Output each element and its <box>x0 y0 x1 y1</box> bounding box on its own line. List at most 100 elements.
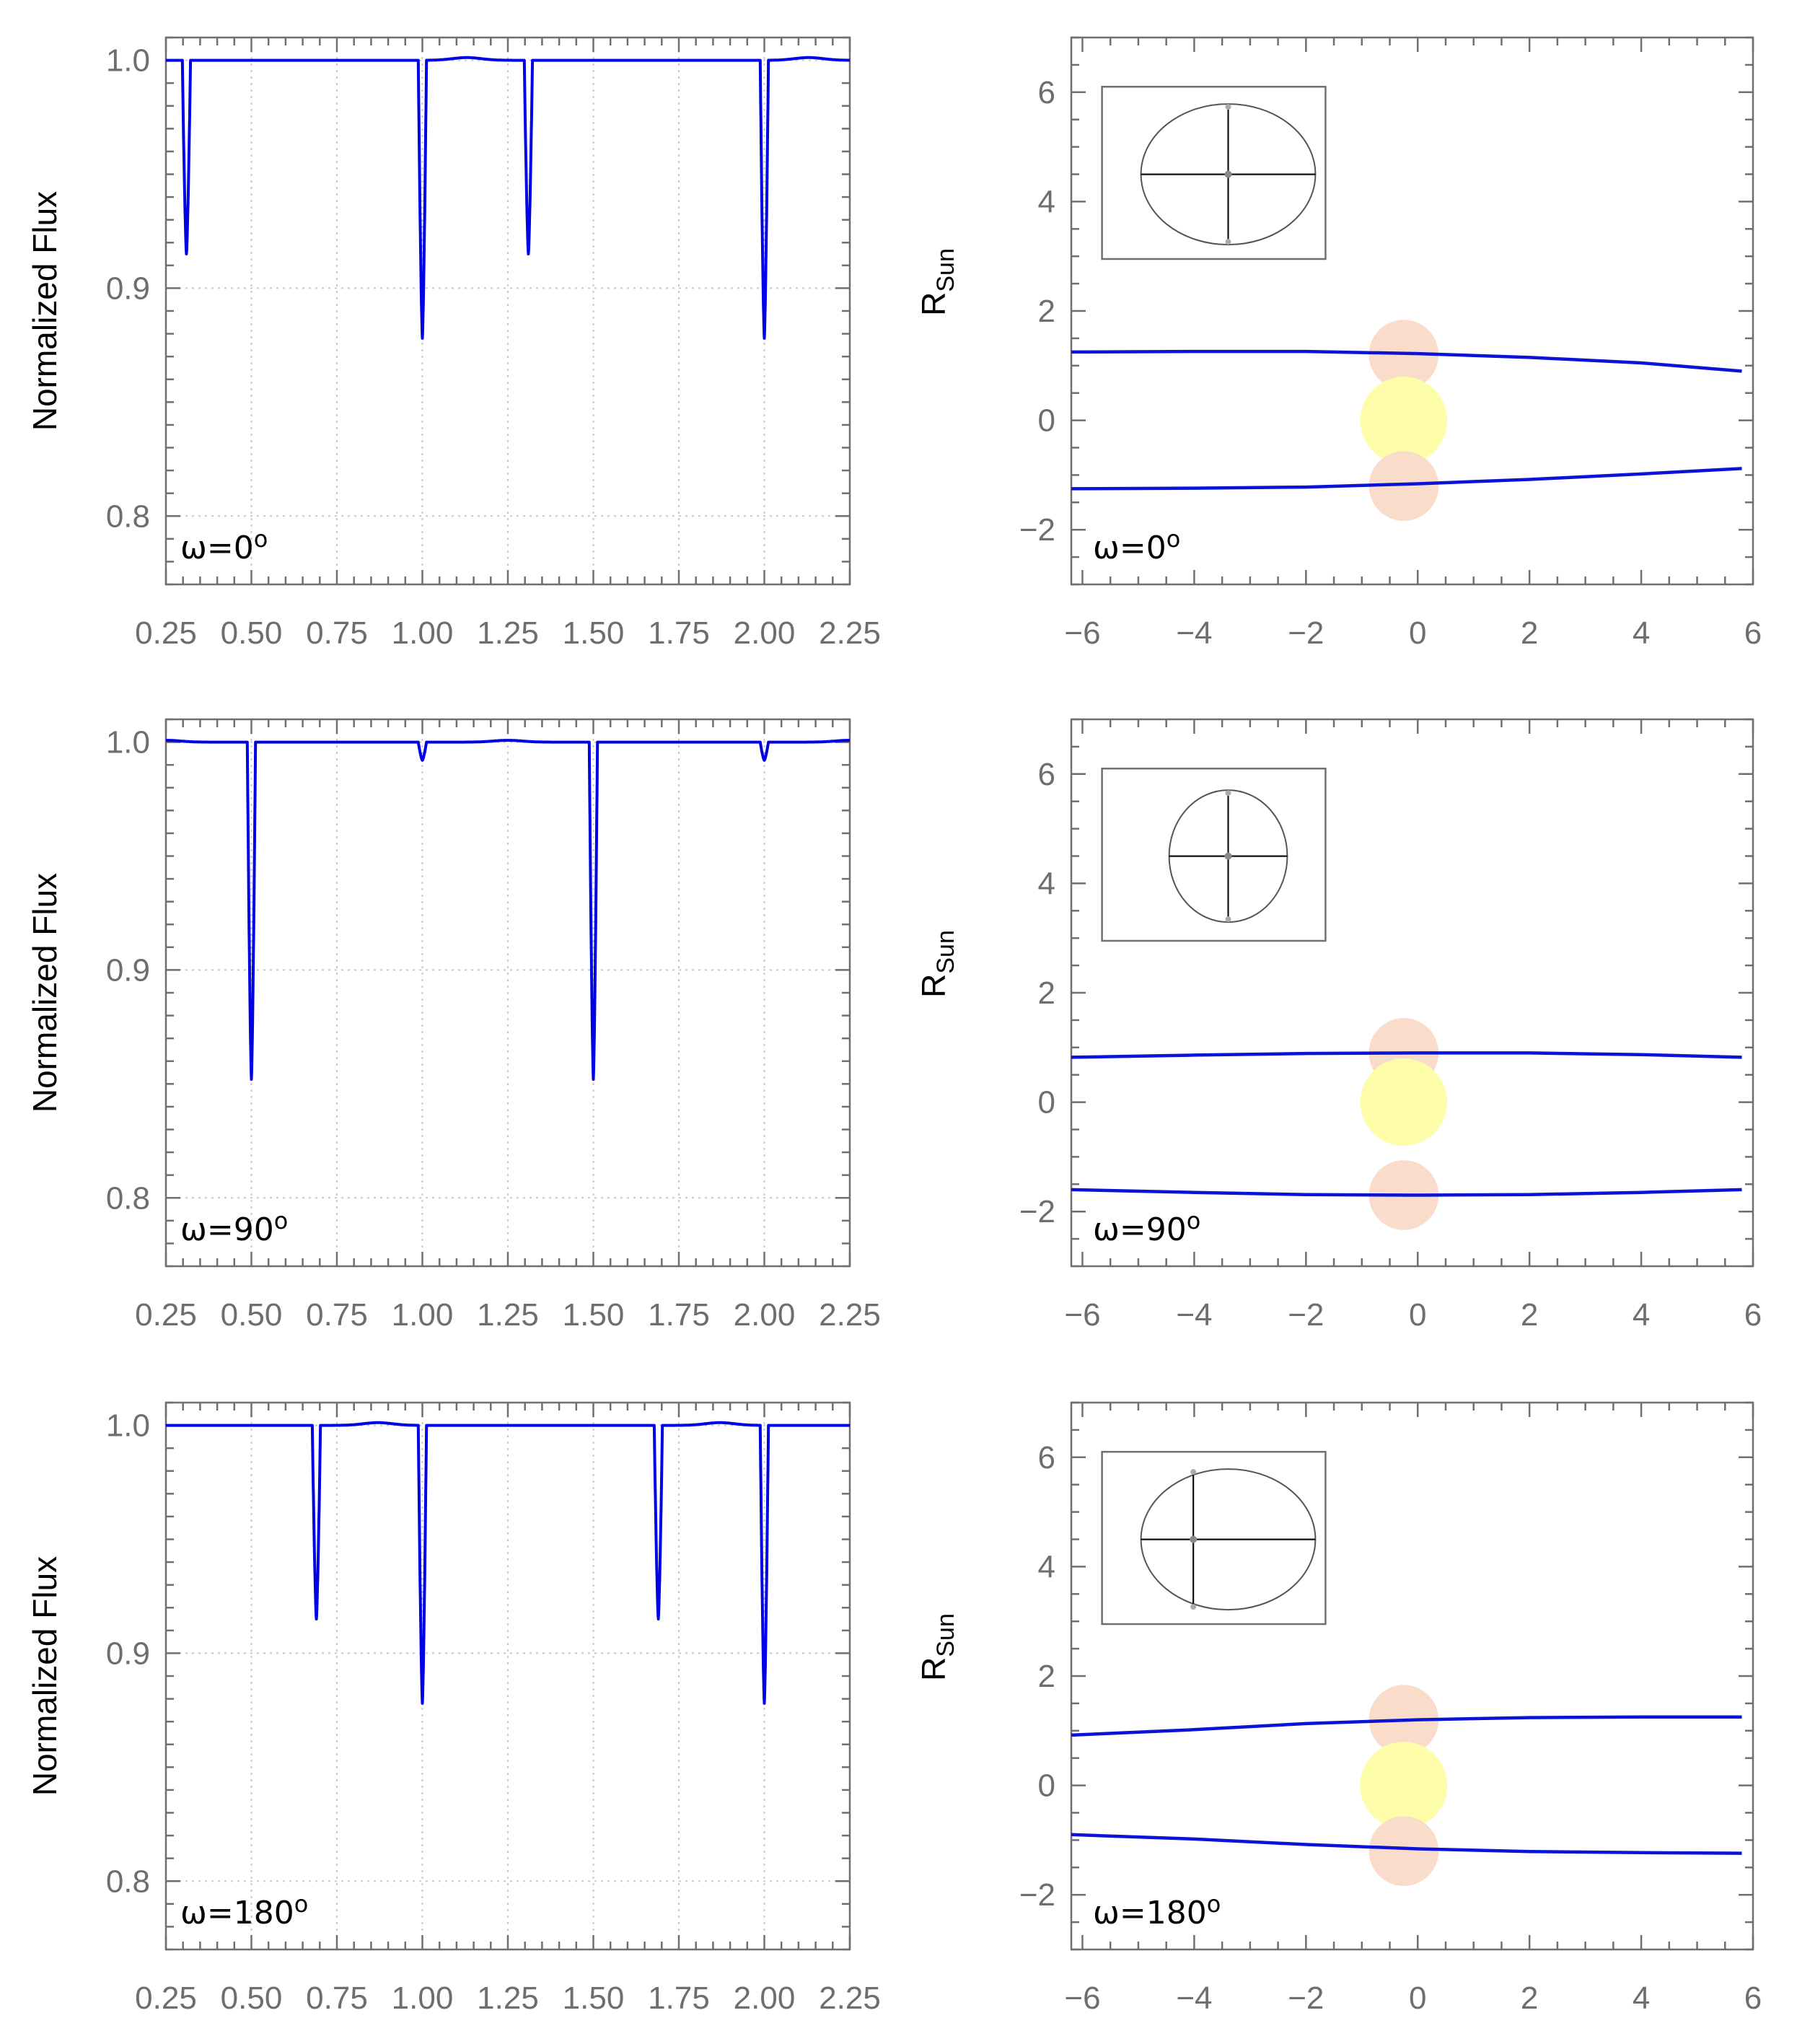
y-tick-label: 0 <box>1038 1085 1055 1120</box>
annotation-degree: o <box>254 525 268 553</box>
y-axis-label: Normalized Flux <box>26 1556 63 1796</box>
y-axis-label: RSun <box>915 1613 959 1681</box>
x-tick-label: 6 <box>1744 615 1762 651</box>
y-axis-label: Normalized Flux <box>26 873 63 1113</box>
x-tick-label: −4 <box>1176 1297 1212 1333</box>
x-tick-label: 6 <box>1744 1981 1762 2016</box>
y-tick-label: 2 <box>1038 294 1055 329</box>
x-tick-label: 1.75 <box>648 1981 710 2016</box>
y-tick-label: 0.8 <box>106 499 150 534</box>
y-tick-label: 0.8 <box>106 1180 150 1216</box>
x-tick-label: 1.00 <box>392 1981 454 2016</box>
omega-label: ω=0o <box>1093 525 1180 566</box>
annotation-degree: o <box>274 1207 289 1234</box>
orbit-track-lower <box>1071 1833 1742 1855</box>
x-tick-label: 2 <box>1521 1981 1538 2016</box>
flux-curve <box>164 1421 851 1705</box>
x-tick-label: −6 <box>1064 1981 1100 2016</box>
y-axis-label-sub: Sun <box>932 248 959 292</box>
y-tick-label: 6 <box>1038 1440 1055 1475</box>
orbit-track-lower <box>1071 467 1742 491</box>
x-tick-label: 0.75 <box>306 615 368 651</box>
annotation-prefix: ω= <box>180 1211 234 1248</box>
annotation-degree: o <box>1207 1890 1221 1918</box>
light-curve-panel-2: 0.25 0.50 0.75 1.00 1.25 1.50 1.75 2.00 2.25 0.8 0… <box>26 718 881 1333</box>
primary-star <box>1360 377 1448 465</box>
y-axis-label-sub: Sun <box>932 1613 959 1657</box>
y-axis-label-main: R <box>915 292 952 316</box>
annotation-prefix: ω= <box>1093 1211 1146 1248</box>
x-tick-label: 1.75 <box>648 1297 710 1333</box>
companion-star-lower <box>1368 451 1439 521</box>
plot-frame <box>164 1401 851 1951</box>
y-tick-label: −2 <box>1019 1194 1055 1229</box>
orbit-track-upper <box>1071 1051 1742 1059</box>
x-tick-label: 1.25 <box>477 1981 539 2016</box>
x-tick-label: 1.25 <box>477 1297 539 1333</box>
annotation-omega: 180 <box>1146 1895 1207 1931</box>
x-tick-label: 1.50 <box>563 1297 625 1333</box>
x-tick-label: 0.50 <box>221 1981 283 2016</box>
x-tick-label: −2 <box>1288 615 1324 651</box>
plot-frame <box>1070 36 1754 586</box>
x-tick-label: 0.25 <box>135 615 197 651</box>
x-tick-label: 0.75 <box>306 1981 368 2016</box>
x-tick-label: 2.00 <box>734 1981 796 2016</box>
x-tick-label: 0 <box>1409 1297 1426 1333</box>
y-tick-label: 0.8 <box>106 1864 150 1899</box>
annotation-prefix: ω= <box>180 530 234 566</box>
x-tick-label: 4 <box>1633 1297 1650 1333</box>
x-tick-label: 4 <box>1633 1981 1650 2016</box>
plot-frame <box>1070 718 1754 1268</box>
flux-curve <box>164 739 851 1081</box>
x-tick-label: 6 <box>1744 1297 1762 1333</box>
x-tick-label: 2.00 <box>734 1297 796 1333</box>
orbit-panel-3: −6 −4 −2 0 2 4 6 −2 0 2 4 6 RSun ω=90o <box>915 718 1762 1333</box>
y-tick-label: 0.9 <box>106 1636 150 1671</box>
y-axis-label-main: R <box>915 974 952 998</box>
y-axis-label-main: R <box>915 1657 952 1681</box>
annotation-omega: 90 <box>234 1211 274 1248</box>
y-tick-label: 6 <box>1038 757 1055 792</box>
x-tick-label: 0.75 <box>306 1297 368 1333</box>
orbit-inset <box>1101 767 1327 942</box>
inset-node-dot <box>1225 104 1231 110</box>
orbit-panel-5: −6 −4 −2 0 2 4 6 −2 0 2 4 6 RSun ω=180o <box>915 1401 1762 2016</box>
x-tick-label: −6 <box>1064 615 1100 651</box>
y-tick-label: 0 <box>1038 403 1055 439</box>
x-tick-label: 0.25 <box>135 1297 197 1333</box>
x-tick-label: 1.50 <box>563 615 625 651</box>
y-tick-label: −2 <box>1019 512 1055 548</box>
y-tick-label: 4 <box>1038 866 1055 901</box>
x-tick-label: 2 <box>1521 615 1538 651</box>
x-tick-label: 2.25 <box>819 615 881 651</box>
light-curve-panel-4: 0.25 0.50 0.75 1.00 1.25 1.50 1.75 2.00 2.25 0.8 0… <box>26 1401 881 2016</box>
omega-label: ω=90o <box>1093 1207 1200 1248</box>
plot-frame <box>164 36 851 586</box>
x-tick-label: 1.25 <box>477 615 539 651</box>
x-tick-label: 2.00 <box>734 615 796 651</box>
omega-label: ω=0o <box>180 525 268 566</box>
y-axis-label: RSun <box>915 930 959 998</box>
x-tick-label: −2 <box>1288 1981 1324 2016</box>
inset-node-dot <box>1190 1604 1197 1610</box>
annotation-degree: o <box>294 1890 309 1918</box>
inset-focus-dot <box>1190 1535 1198 1543</box>
flux-curve <box>164 56 851 340</box>
inset-node-dot <box>1225 239 1231 245</box>
x-tick-label: −6 <box>1064 1297 1100 1333</box>
y-tick-label: 4 <box>1038 1549 1055 1584</box>
y-tick-label: 2 <box>1038 1659 1055 1694</box>
x-tick-label: 1.75 <box>648 615 710 651</box>
y-tick-label: 4 <box>1038 184 1055 219</box>
orbit-inset <box>1101 85 1327 260</box>
x-tick-label: 0 <box>1409 1981 1426 2016</box>
x-tick-label: 1.00 <box>392 615 454 651</box>
inset-node-dot <box>1225 790 1231 797</box>
y-tick-label: 1.0 <box>106 725 150 760</box>
annotation-omega: 180 <box>234 1895 294 1931</box>
y-axis-label: Normalized Flux <box>26 191 63 431</box>
y-axis-label: RSun <box>915 248 959 316</box>
